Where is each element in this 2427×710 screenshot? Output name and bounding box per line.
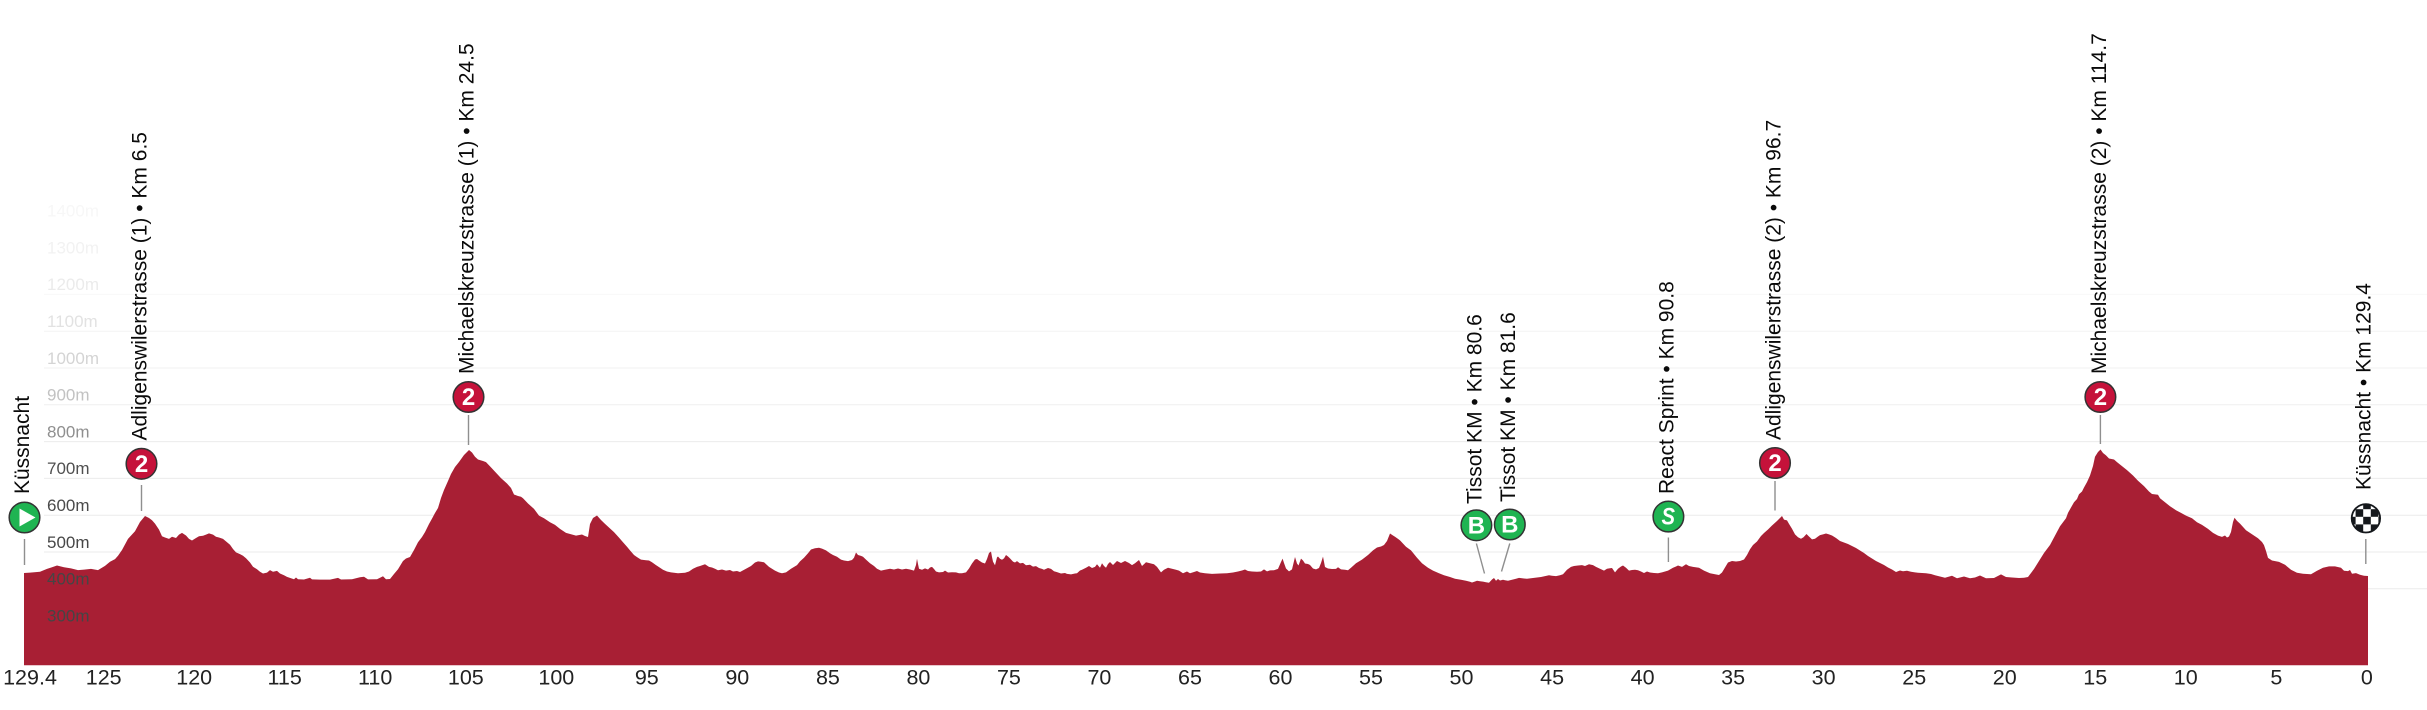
svg-text:120: 120 — [176, 666, 212, 690]
svg-text:Adligenswilerstrasse (1) • Km: Adligenswilerstrasse (1) • Km 6.5 — [129, 132, 152, 440]
svg-text:110: 110 — [358, 666, 392, 690]
svg-text:700m: 700m — [47, 459, 90, 478]
svg-text:S: S — [1661, 504, 1675, 531]
svg-text:50: 50 — [1450, 666, 1474, 690]
svg-text:Küssnacht: Küssnacht — [11, 396, 34, 494]
svg-text:React Sprint • Km 90.8: React Sprint • Km 90.8 — [1656, 281, 1679, 494]
svg-text:129.4: 129.4 — [3, 666, 57, 690]
svg-text:Michaelskreuzstrasse (1) • Km: Michaelskreuzstrasse (1) • Km 24.5 — [456, 43, 479, 374]
svg-text:300m: 300m — [47, 606, 90, 625]
svg-text:70: 70 — [1087, 666, 1111, 690]
svg-text:100: 100 — [538, 666, 574, 690]
svg-text:1400m: 1400m — [47, 202, 99, 221]
svg-text:30: 30 — [1812, 666, 1836, 690]
svg-text:1000m: 1000m — [47, 349, 99, 368]
svg-text:115: 115 — [268, 666, 302, 690]
svg-text:400m: 400m — [47, 570, 90, 589]
svg-text:1300m: 1300m — [47, 238, 99, 257]
svg-text:Tissot KM • Km 81.6: Tissot KM • Km 81.6 — [1497, 312, 1520, 502]
svg-text:80: 80 — [906, 666, 930, 690]
svg-text:1200m: 1200m — [47, 275, 99, 294]
svg-text:0: 0 — [2361, 666, 2373, 690]
svg-text:35: 35 — [1721, 666, 1745, 690]
svg-text:105: 105 — [448, 666, 484, 690]
svg-text:10: 10 — [2174, 666, 2198, 690]
svg-text:2: 2 — [135, 451, 148, 478]
svg-text:2: 2 — [1768, 450, 1781, 477]
svg-text:Adligenswilerstrasse (2) • Km: Adligenswilerstrasse (2) • Km 96.7 — [1763, 120, 1786, 440]
svg-text:85: 85 — [816, 666, 840, 690]
svg-text:15: 15 — [2083, 666, 2107, 690]
svg-text:90: 90 — [725, 666, 749, 690]
svg-text:Küssnacht • Km 129.4: Küssnacht • Km 129.4 — [2353, 283, 2376, 490]
svg-text:500m: 500m — [47, 533, 90, 552]
svg-text:5: 5 — [2270, 666, 2282, 690]
svg-text:65: 65 — [1178, 666, 1202, 690]
svg-text:95: 95 — [635, 666, 659, 690]
svg-text:600m: 600m — [47, 496, 90, 515]
svg-text:60: 60 — [1269, 666, 1293, 690]
svg-text:45: 45 — [1540, 666, 1564, 690]
svg-text:900m: 900m — [47, 386, 90, 405]
svg-text:1100m: 1100m — [47, 312, 98, 331]
svg-text:2: 2 — [462, 384, 475, 411]
svg-text:Tissot KM • Km 80.6: Tissot KM • Km 80.6 — [1464, 314, 1487, 504]
svg-text:55: 55 — [1359, 666, 1383, 690]
svg-text:75: 75 — [997, 666, 1021, 690]
svg-text:125: 125 — [86, 666, 122, 690]
svg-text:2: 2 — [2094, 384, 2107, 411]
svg-text:B: B — [1468, 513, 1485, 540]
svg-text:20: 20 — [1993, 666, 2017, 690]
svg-text:Michaelskreuzstrasse (2) • Km: Michaelskreuzstrasse (2) • Km 114.7 — [2088, 33, 2111, 374]
svg-text:B: B — [1501, 512, 1518, 539]
svg-text:800m: 800m — [47, 422, 90, 441]
svg-text:25: 25 — [1902, 666, 1926, 690]
svg-text:40: 40 — [1631, 666, 1655, 690]
